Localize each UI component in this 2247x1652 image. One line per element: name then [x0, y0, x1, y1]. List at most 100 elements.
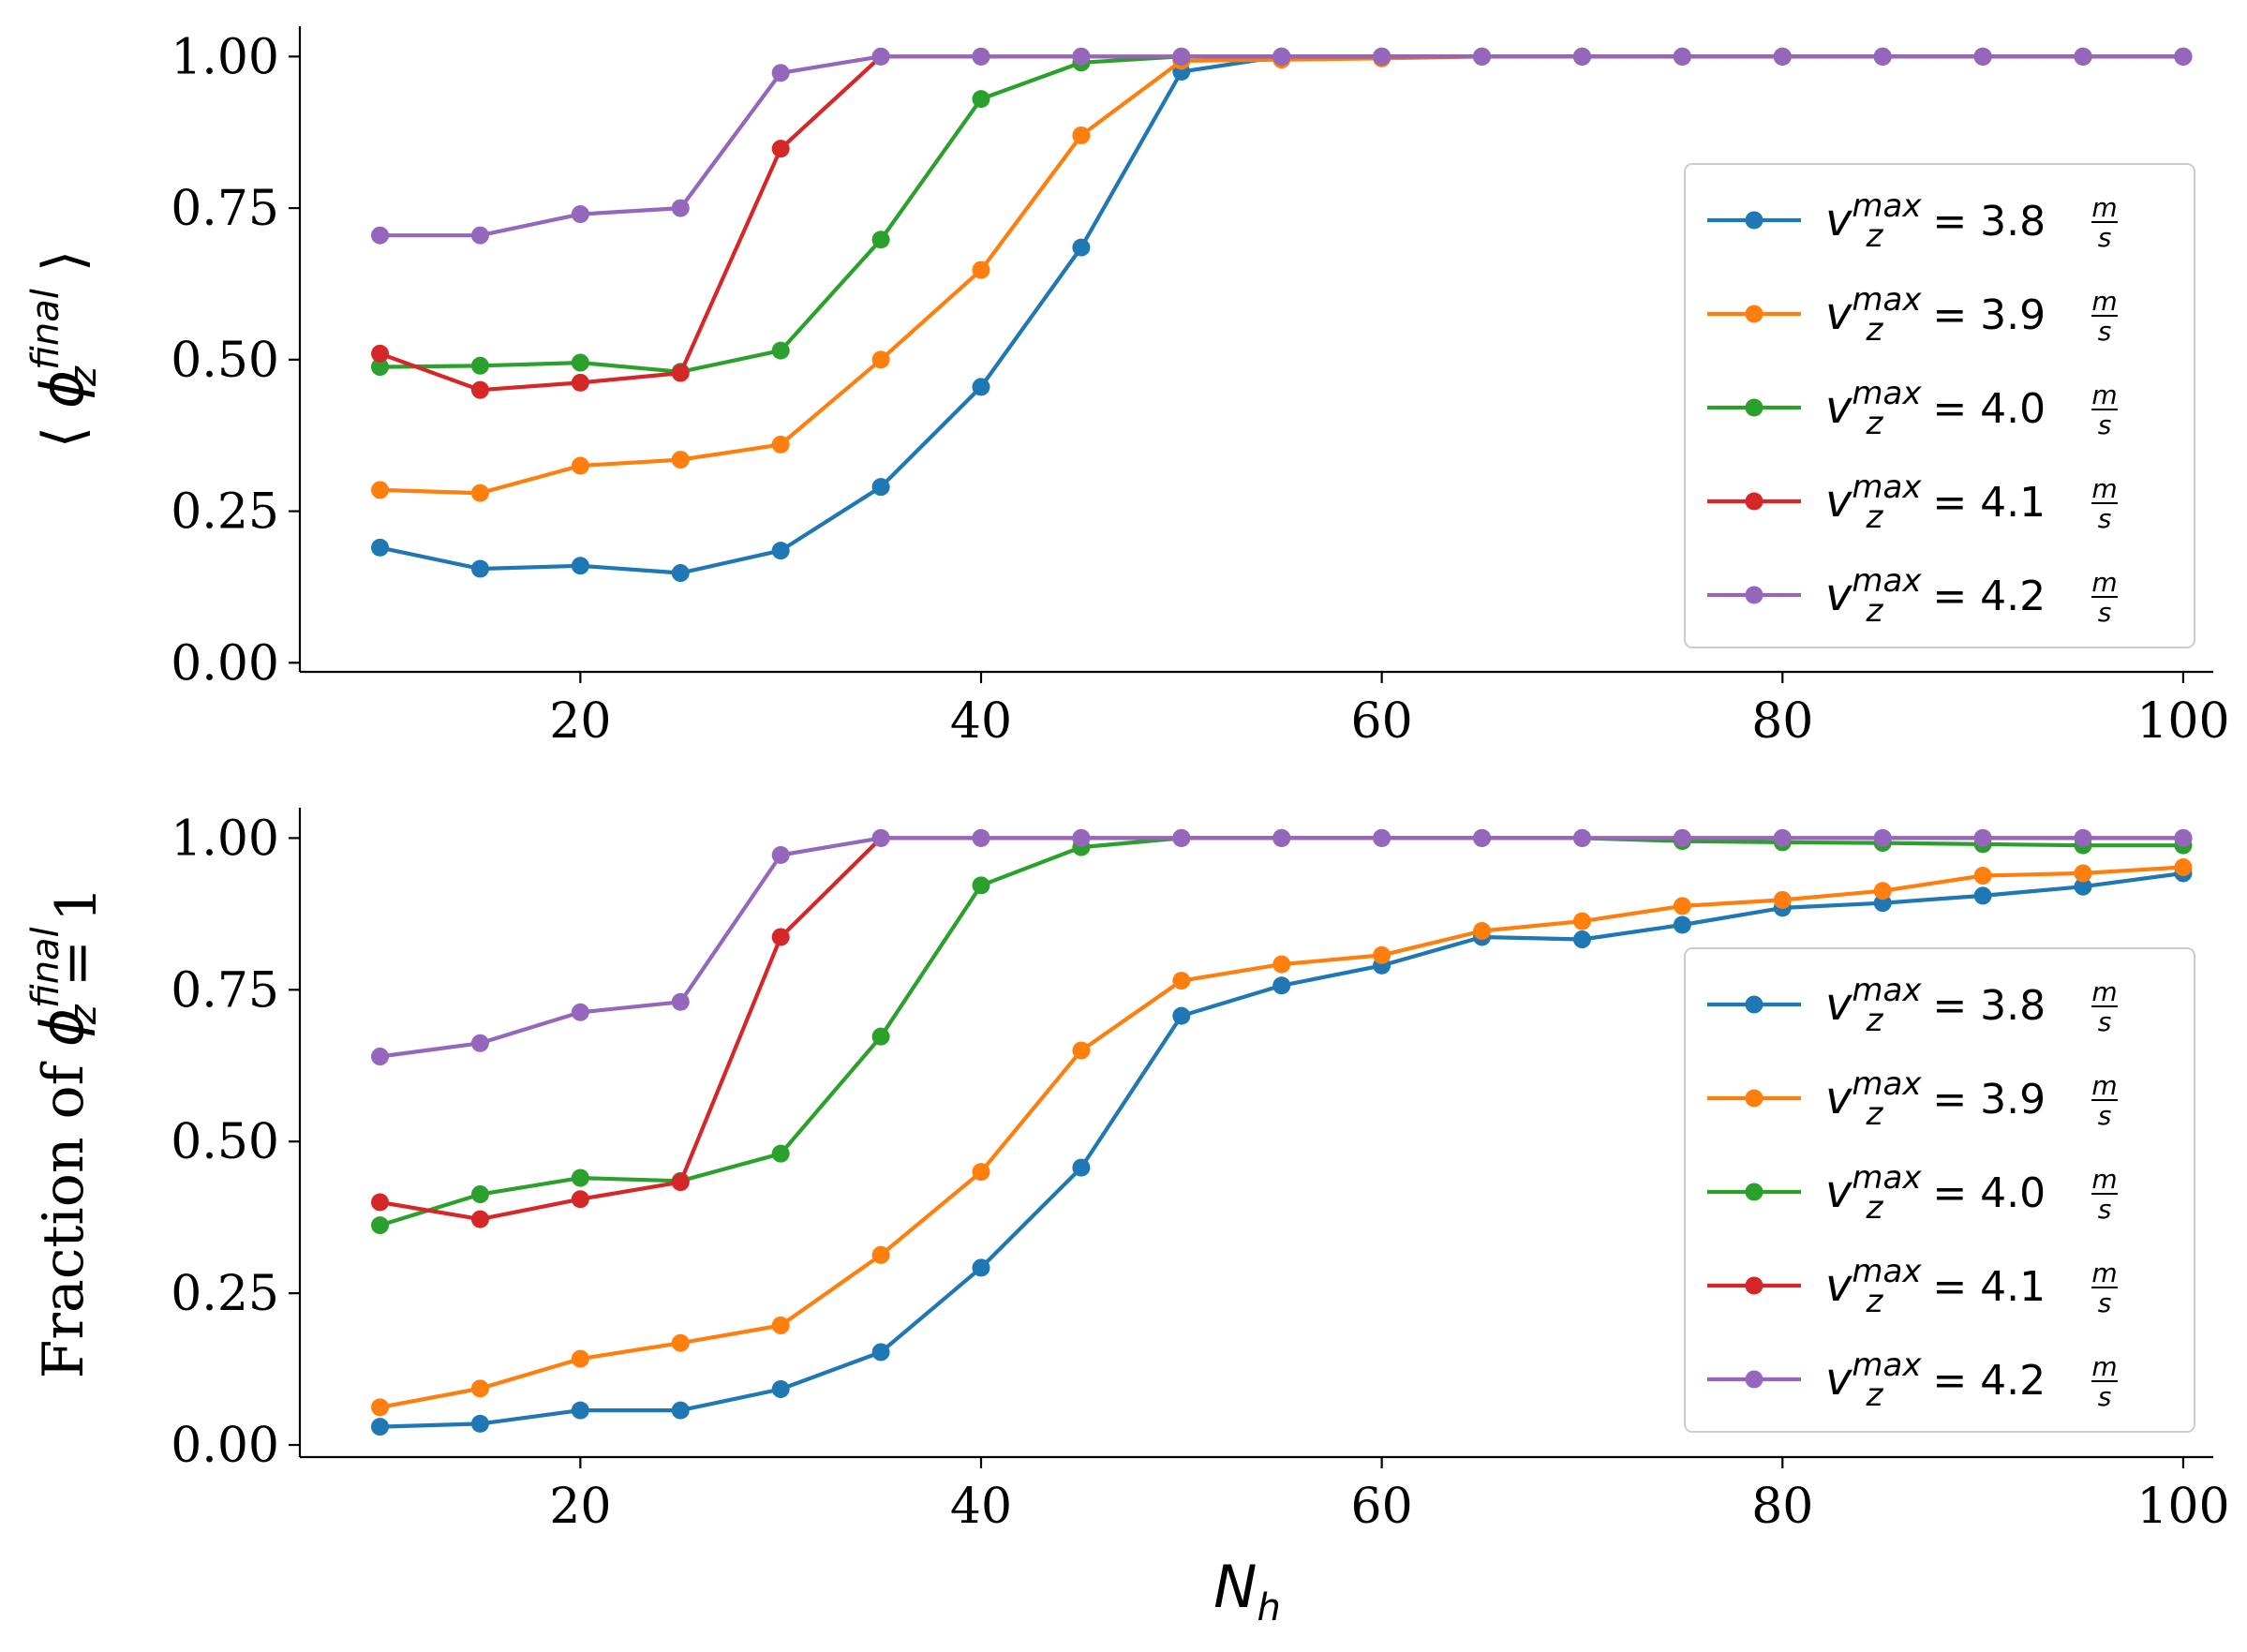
x-tick-label: 100 [2136, 1479, 2229, 1535]
legend-marker [1745, 586, 1763, 604]
data-point [571, 557, 589, 575]
data-point [671, 1333, 690, 1352]
data-point [771, 846, 790, 865]
legend-label: vmax z = 3.8 [1825, 187, 2046, 255]
data-point [1773, 47, 1792, 66]
data-point [371, 1398, 390, 1417]
y-tick-label: 0.25 [171, 484, 279, 541]
data-point [1572, 930, 1591, 949]
y-tick-label: 0.00 [171, 1418, 279, 1474]
data-point [470, 1185, 489, 1204]
data-point [1072, 1041, 1091, 1060]
data-point [571, 205, 589, 224]
legend-frac-den: s [2098, 1006, 2112, 1037]
legend-entry: vmax z = 4.2 ms [1707, 562, 2118, 630]
legend-frac-num: m [2091, 1351, 2117, 1382]
data-point [972, 378, 990, 396]
x-tick-label: 40 [950, 1479, 1012, 1535]
data-point [871, 231, 890, 249]
data-point [1473, 47, 1492, 66]
legend-label: vmax z = 3.9 [1825, 1065, 2046, 1133]
data-point [1272, 955, 1291, 974]
data-point [1572, 912, 1591, 930]
x-tick-label: 20 [549, 693, 611, 750]
legend-label: vmax z = 4.2 [1825, 562, 2046, 630]
data-point [1973, 867, 1992, 886]
data-point [2174, 857, 2193, 876]
legend-frac-den: s [2098, 1194, 2112, 1225]
x-axis-label: Nh [1213, 1553, 1281, 1630]
legend-entry: vmax z = 3.8 ms [1707, 187, 2118, 255]
data-point [671, 451, 690, 469]
data-point [1873, 828, 1892, 847]
legend-frac-num: m [2091, 976, 2117, 1007]
x-tick-label: 80 [1751, 693, 1813, 750]
data-point [571, 1168, 589, 1187]
data-point [470, 226, 489, 245]
x-tick-label: 20 [549, 1479, 611, 1535]
bottom-panel: 20 40 60 80 100 0.00 0.25 0.50 0.75 1.00 Fraction … [24, 808, 2230, 1630]
data-point [1773, 890, 1792, 909]
data-point [871, 478, 890, 497]
data-point [571, 1190, 589, 1209]
data-point [1272, 828, 1291, 847]
legend-frac-num: m [2091, 1070, 2117, 1101]
legend-box [1684, 163, 2195, 648]
data-point [771, 140, 790, 158]
data-point [371, 358, 390, 377]
data-point [871, 828, 890, 847]
data-point [571, 353, 589, 372]
data-point [771, 435, 790, 454]
data-point [1072, 126, 1091, 144]
data-point [2174, 828, 2193, 847]
x-tick-label: 40 [950, 693, 1012, 750]
data-point [871, 47, 890, 66]
y-axis-label: ⟨ ϕfinalz ⟩ [24, 250, 105, 449]
data-point [371, 1216, 390, 1235]
legend-frac-den: s [2098, 409, 2112, 440]
legend-label: vmax z = 3.9 [1825, 281, 2046, 349]
legend-frac-num: m [2091, 567, 2117, 598]
y-axis-label: Fraction of ϕfinalz = 1 [24, 886, 110, 1379]
legend-entry: vmax z = 4.1 ms [1707, 469, 2118, 536]
y-tick-label: 0.75 [171, 962, 279, 1019]
legend-label: vmax z = 4.2 [1825, 1347, 2046, 1414]
legend-frac-num: m [2091, 1258, 2117, 1288]
legend-frac-den: s [2098, 597, 2112, 628]
data-point [371, 1048, 390, 1066]
legend-frac-num: m [2091, 380, 2117, 410]
data-point [1973, 47, 1992, 66]
legend-frac-den: s [2098, 222, 2112, 253]
data-point [771, 341, 790, 360]
data-point [1172, 1006, 1191, 1025]
data-point [1973, 828, 1992, 847]
data-point [2074, 828, 2092, 847]
data-point [972, 1163, 990, 1182]
legend-frac-num: m [2091, 192, 2117, 223]
legend-marker [1745, 1183, 1763, 1201]
data-point [671, 1173, 690, 1192]
legend-label: vmax z = 4.0 [1825, 375, 2046, 442]
legend-frac-num: m [2091, 286, 2117, 317]
data-point [2074, 47, 2092, 66]
legend-label: vmax z = 4.1 [1825, 469, 2046, 536]
x-tick-label: 100 [2136, 693, 2229, 750]
data-point [1673, 897, 1691, 915]
data-point [1373, 945, 1391, 964]
data-point [671, 199, 690, 217]
data-point [571, 1349, 589, 1368]
data-point [1873, 47, 1892, 66]
data-point [1172, 828, 1191, 847]
data-point [1572, 47, 1591, 66]
data-point [571, 456, 589, 475]
legend-frac-den: s [2098, 1100, 2112, 1131]
data-point [1673, 828, 1691, 847]
data-point [1873, 882, 1892, 900]
data-point [1773, 828, 1792, 847]
legend-frac-den: s [2098, 1287, 2112, 1318]
y-tick-label: 1.00 [171, 29, 279, 85]
data-point [371, 1418, 390, 1436]
legend-frac-num: m [2091, 1164, 2117, 1195]
